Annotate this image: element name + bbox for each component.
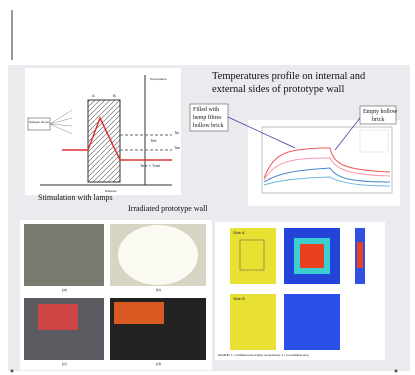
caption: Irradiated prototype wall <box>128 204 208 213</box>
temp-label: Tse <box>174 145 181 150</box>
side-label: Side A <box>233 230 245 235</box>
side-label: Side B <box>233 296 245 301</box>
side-label: B <box>113 93 116 98</box>
callout-text: brick <box>372 117 384 123</box>
temperature-chart-image <box>248 120 400 206</box>
callout-text: hollow brick <box>193 123 224 129</box>
temp-label: Tint <box>150 138 157 143</box>
callout-text: Empty hollow <box>363 109 398 115</box>
caption: Stimulation with lamps <box>38 193 113 202</box>
handle <box>11 370 14 373</box>
slide-title: Temperatures profile on internal and <box>212 71 366 82</box>
photo-label: (c) <box>62 361 67 366</box>
photo-grid <box>20 220 212 370</box>
temp-label: Text + Trad <box>140 163 160 168</box>
callout-text: Filled with <box>193 107 219 113</box>
callout-text: hemp fibres <box>193 114 222 121</box>
slide-title: external sides of prototype wall <box>212 84 344 95</box>
handle <box>395 370 398 373</box>
photo-label: (b) <box>156 287 162 292</box>
side-label: A <box>92 93 95 98</box>
photo-label: (a) <box>62 287 68 292</box>
axis-label: Temperature <box>150 77 167 81</box>
legend: LEGEND: 1 = irradiated area (higher temp… <box>218 353 309 357</box>
temp-label: Tsi <box>174 130 179 135</box>
slide-screenshot: Halogen lamps A B Tsi Tse Tint Text + Tr… <box>0 0 415 375</box>
simulation-figure <box>215 222 385 360</box>
lamp-label: Halogen lamps <box>29 120 50 124</box>
page: {"slide":{ "title_line1":"Temperatures p… <box>0 0 415 375</box>
schematic <box>25 68 181 195</box>
photo-label: (d) <box>156 361 162 366</box>
